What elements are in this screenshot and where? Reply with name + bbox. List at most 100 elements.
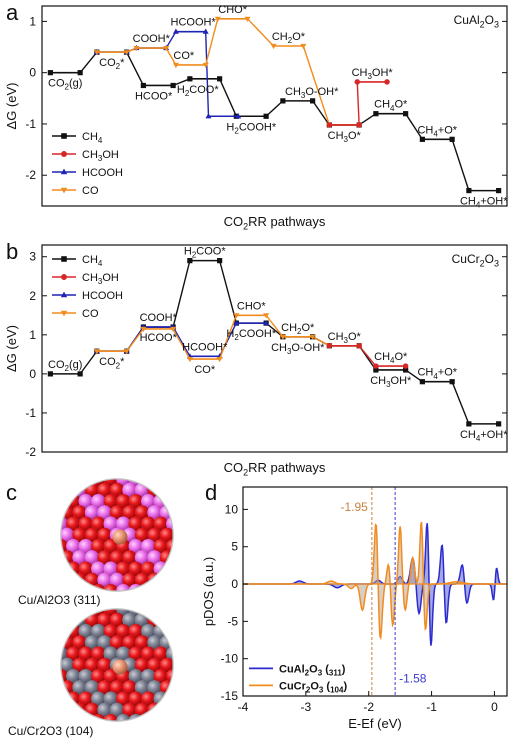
legend-item-hcooh: HCOOH [52, 167, 123, 179]
surface-atom [159, 702, 173, 718]
legend-marker [60, 187, 68, 194]
y-axis-label: ΔG (eV) [4, 83, 19, 130]
marker-ch4 [419, 379, 425, 385]
surface-atom [147, 505, 162, 520]
surface-atom [35, 680, 49, 694]
marker-ch4 [449, 136, 455, 142]
y-tick-label: 0 [29, 66, 36, 80]
x-axis-label: CO2​RR pathways [224, 214, 326, 232]
surface-atom [91, 646, 106, 661]
panel-a-energy-diagram: a -2 -1 0 1 ΔG (eV) CO2​RR pathways CuAl2​O3​ CO… [4, 0, 508, 232]
marker-ch3oh [356, 343, 362, 349]
surface-atom [116, 691, 131, 706]
surface-atom [61, 527, 75, 543]
surface-atom [78, 561, 93, 576]
state-label: CO* [173, 50, 195, 62]
marker-co [172, 62, 179, 69]
connector-ch4 [218, 78, 238, 117]
surface-atom [78, 539, 93, 554]
surface-atom [41, 562, 55, 576]
surface-atom [109, 550, 125, 565]
surface-atom [72, 505, 87, 520]
marker-hcooh [202, 28, 209, 34]
marker-co [93, 349, 100, 355]
marker-hcooh [205, 113, 212, 119]
marker-ch4 [187, 76, 193, 82]
marker-co [244, 16, 251, 22]
surface-atom [103, 624, 118, 639]
surface-atom [128, 561, 143, 576]
marker-ch4 [466, 188, 472, 194]
caption-al2o3: Cu/Al2O3 (311) [18, 593, 100, 607]
marker-co [170, 326, 177, 333]
marker-ch3oh [402, 363, 409, 369]
surface-atom [116, 516, 131, 531]
y-tick-label: 10 [225, 502, 239, 516]
surface-atom [97, 612, 112, 628]
surface-atom [35, 613, 49, 627]
legend-label: CH4​ [82, 131, 103, 145]
x-axis-label: E-Ef (eV) [348, 716, 401, 731]
surface-atom [172, 460, 186, 474]
marker-ch4 [496, 188, 502, 194]
surface-atom [110, 595, 124, 609]
surface-atom [172, 595, 186, 609]
surface-atom [116, 561, 131, 576]
surface-atom [61, 516, 68, 531]
y-tick-label: 1 [29, 14, 36, 28]
legend-item-co: CO [52, 185, 99, 197]
marker-co [123, 349, 130, 355]
y-axis-label: ΔG (eV) [4, 325, 19, 372]
surface-atom [61, 505, 62, 520]
surface-atom [153, 646, 168, 661]
marker-ch4 [263, 113, 269, 119]
surface-atom [159, 527, 173, 543]
panel-letter-d: d [205, 480, 217, 505]
surface-atom [166, 494, 173, 509]
surface-atom [141, 714, 156, 721]
marker-ch4 [403, 367, 409, 373]
surface-atom [141, 561, 156, 576]
marker-co [202, 62, 209, 69]
connector-co [205, 18, 219, 66]
surface-atom [135, 460, 149, 474]
surface-atom [78, 516, 93, 531]
surface-atom [147, 527, 162, 543]
surface-atom [185, 595, 199, 609]
state-label: CH4​O* [374, 99, 408, 113]
connector-co [218, 315, 238, 360]
surface-atom [134, 680, 150, 695]
marker-co [309, 334, 316, 340]
connector-co [126, 328, 144, 352]
surface-atom [35, 483, 49, 497]
marker-ch4 [187, 258, 193, 264]
connector-co [172, 328, 191, 360]
y-tick-label: -1 [25, 117, 36, 131]
state-label: CH3​OH* [370, 375, 412, 389]
surface-atom [72, 572, 87, 588]
surface-atom [72, 657, 87, 673]
surface-atom [97, 657, 112, 673]
connector-ch4 [79, 350, 98, 375]
surface-atom [103, 539, 118, 554]
surface-atom [172, 612, 173, 628]
surface-atom [103, 714, 118, 721]
surface-atom [172, 680, 173, 695]
surface-atom [35, 658, 49, 672]
connector-ch4 [218, 260, 238, 324]
al2o3-surface-model [35, 460, 199, 609]
marker-ch3oh [326, 343, 333, 349]
state-label: CH3​O-OH* [271, 342, 325, 356]
surface-atom [72, 635, 87, 650]
surface-atom [179, 602, 193, 616]
surface-atom [35, 703, 49, 717]
surface-atom [61, 561, 68, 576]
x-tick-label: 0 [491, 700, 498, 714]
y-tick-label: -2 [25, 168, 36, 182]
surface-atom [61, 691, 68, 706]
legend-item-ch4: CH4​ [52, 254, 103, 268]
surface-atom [103, 561, 118, 576]
system-label: CuCr2​O3​ [452, 252, 499, 268]
surface-atom [103, 494, 118, 509]
surface-atom [84, 505, 100, 520]
